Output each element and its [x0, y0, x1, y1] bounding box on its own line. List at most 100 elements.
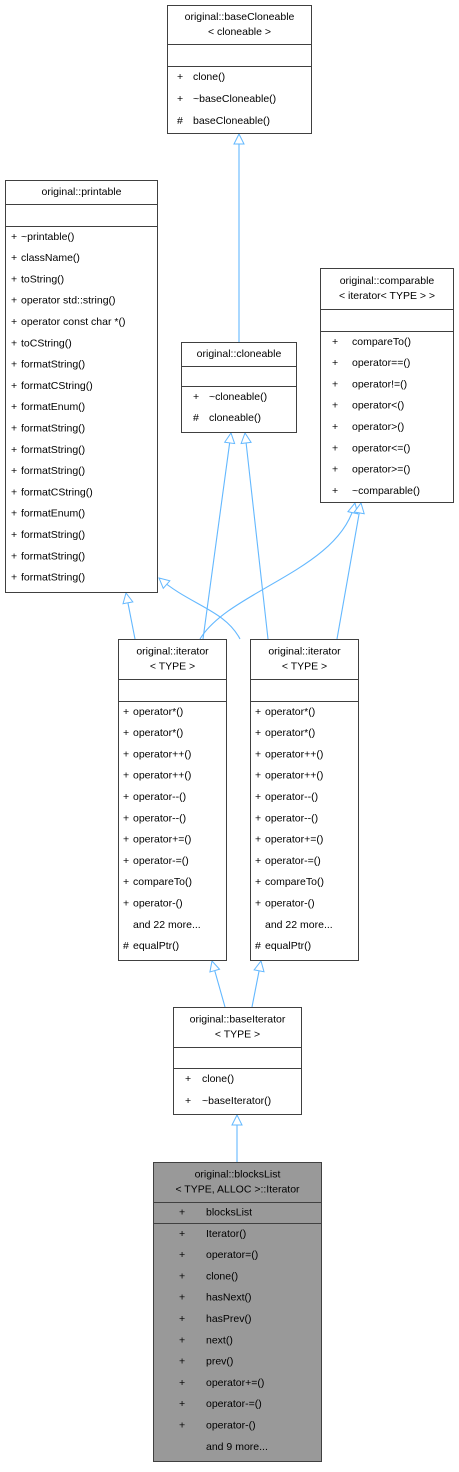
class-title: original::iterator	[268, 645, 341, 657]
visibility: +	[179, 1249, 185, 1261]
visibility: +	[255, 876, 261, 888]
visibility: +	[179, 1398, 185, 1410]
visibility: +	[123, 855, 129, 867]
class-title: < TYPE >	[150, 660, 195, 672]
visibility: +	[11, 231, 17, 243]
visibility: +	[332, 442, 338, 454]
inheritance-edge	[202, 433, 231, 640]
class-node: original::iterator< TYPE >+ operator*()+ o…	[250, 639, 359, 961]
method: operator*()	[265, 727, 315, 739]
class-box	[167, 5, 312, 134]
class-title: original::blocksList	[195, 1168, 281, 1180]
visibility: +	[123, 770, 129, 782]
method: operator-=()	[206, 1398, 262, 1410]
visibility: +	[179, 1270, 185, 1282]
visibility: +	[179, 1419, 185, 1431]
visibility: +	[123, 748, 129, 760]
method: clone()	[193, 71, 225, 83]
method: clone()	[206, 1270, 238, 1282]
method: formatEnum()	[21, 401, 85, 413]
inheritance-edge	[336, 503, 361, 640]
method: operator*()	[133, 706, 183, 718]
method: equalPtr()	[265, 940, 311, 952]
class-title: < iterator< TYPE > >	[339, 290, 435, 302]
visibility: +	[332, 485, 338, 497]
visibility: +	[11, 359, 17, 371]
method: operator+=()	[133, 834, 191, 846]
method: operator++()	[133, 770, 191, 782]
class-title: < TYPE >	[215, 1028, 260, 1040]
method: operator>=()	[352, 464, 410, 476]
class-box	[118, 639, 227, 961]
visibility: +	[185, 1073, 191, 1085]
visibility: +	[255, 791, 261, 803]
method: compareTo()	[265, 876, 324, 888]
class-node: original::baseCloneable< cloneable >+ clo…	[167, 5, 312, 134]
visibility: +	[255, 812, 261, 824]
visibility: +	[179, 1334, 185, 1346]
visibility: +	[179, 1313, 185, 1325]
method: baseCloneable()	[193, 115, 270, 127]
visibility: +	[11, 401, 17, 413]
visibility: +	[179, 1377, 185, 1389]
visibility: +	[11, 295, 17, 307]
method: operator*()	[265, 706, 315, 718]
class-box	[5, 180, 158, 593]
class-title: < TYPE, ALLOC >::Iterator	[175, 1183, 300, 1195]
method: toCString()	[21, 337, 72, 349]
visibility: +	[11, 444, 17, 456]
visibility: +	[179, 1292, 185, 1304]
method: operator std::string()	[21, 295, 116, 307]
visibility: +	[11, 508, 17, 520]
inheritance-edge	[159, 578, 241, 640]
method: operator<()	[352, 400, 404, 412]
method: operator--()	[265, 791, 318, 803]
method: formatCString()	[21, 486, 93, 498]
visibility: +	[332, 400, 338, 412]
visibility: +	[332, 336, 338, 348]
class-title: original::baseIterator	[190, 1013, 286, 1025]
visibility: +	[123, 834, 129, 846]
visibility: #	[123, 940, 129, 952]
visibility: +	[11, 550, 17, 562]
method: ~comparable()	[352, 485, 420, 497]
method: and 22 more...	[133, 919, 201, 931]
visibility: +	[255, 897, 261, 909]
visibility: +	[123, 876, 129, 888]
method: Iterator()	[206, 1228, 246, 1240]
method: formatString()	[21, 550, 85, 562]
method: formatString()	[21, 444, 85, 456]
inheritance-edge	[251, 961, 261, 1008]
visibility: #	[255, 940, 261, 952]
visibility: +	[185, 1095, 191, 1107]
method: operator==()	[352, 357, 410, 369]
method: operator<=()	[352, 442, 410, 454]
visibility: +	[255, 834, 261, 846]
visibility: +	[11, 380, 17, 392]
method: className()	[21, 252, 80, 264]
visibility: +	[255, 855, 261, 867]
visibility: +	[177, 93, 183, 105]
method: operator-=()	[133, 855, 189, 867]
method: formatString()	[21, 529, 85, 541]
method: formatString()	[21, 465, 85, 477]
class-title: original::iterator	[136, 645, 209, 657]
visibility: +	[255, 770, 261, 782]
visibility: +	[255, 727, 261, 739]
visibility: +	[177, 71, 183, 83]
class-node: original::baseIterator< TYPE >+ clone()+ ~…	[173, 1007, 302, 1115]
method: operator-()	[265, 897, 315, 909]
class-title: < TYPE >	[282, 660, 327, 672]
visibility: +	[332, 357, 338, 369]
visibility: +	[123, 706, 129, 718]
visibility: +	[11, 465, 17, 477]
method: operator++()	[265, 770, 323, 782]
method: operator*()	[133, 727, 183, 739]
visibility: +	[179, 1206, 185, 1218]
class-title: original::printable	[42, 186, 122, 198]
visibility: +	[179, 1228, 185, 1240]
method: formatString()	[21, 422, 85, 434]
visibility: +	[123, 897, 129, 909]
